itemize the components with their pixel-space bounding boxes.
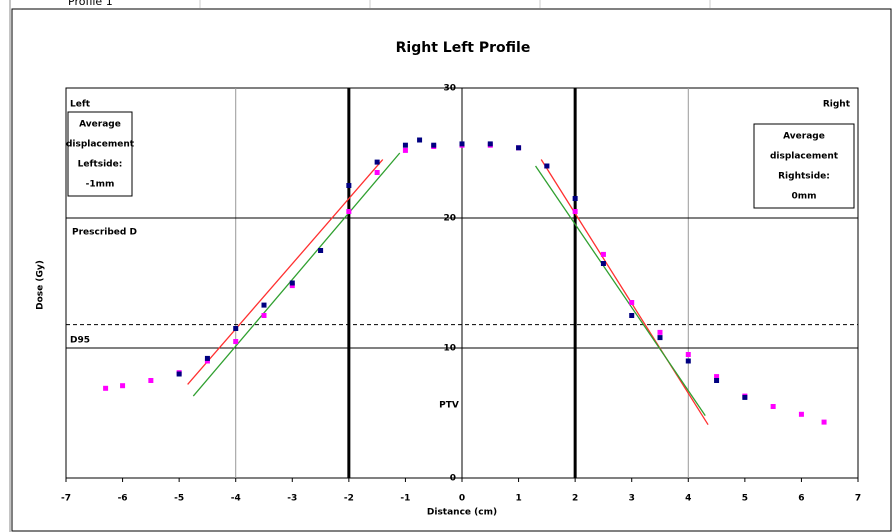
annotation-box [67, 111, 133, 197]
x-tick-label: -1 [400, 494, 410, 504]
y-axis-label: Dose (Gy) [36, 260, 46, 310]
data-point [261, 302, 267, 308]
data-point [572, 209, 578, 214]
data-point [714, 374, 720, 380]
data-point [544, 163, 550, 169]
x-tick-label: -6 [118, 494, 128, 504]
x-tick-label: 2 [572, 494, 578, 504]
y-tick-label: 0 [450, 474, 456, 484]
x-tick-label: 5 [742, 494, 748, 504]
fit-line [187, 159, 384, 385]
fit-line [535, 165, 706, 416]
data-point [417, 137, 423, 143]
x-tick-label: 3 [629, 494, 635, 504]
x-axis-label: Distance (cm) [427, 508, 497, 518]
data-point [657, 329, 663, 335]
data-point [714, 378, 720, 383]
data-point [346, 209, 352, 214]
data-point [374, 170, 380, 175]
annotation: Average [783, 132, 825, 142]
annotation: PTV [439, 401, 459, 411]
annotation: Prescribed D [72, 228, 137, 238]
data-point [402, 147, 408, 153]
x-tick-label: 0 [459, 494, 465, 504]
data-point [261, 313, 267, 318]
data-point [600, 261, 606, 266]
annotation: 0mm [791, 192, 816, 202]
x-tick-label: -5 [174, 494, 184, 504]
data-point [685, 358, 691, 364]
data-point [233, 339, 239, 344]
x-tick-label: 4 [685, 494, 691, 504]
x-tick-label: -7 [61, 494, 71, 504]
y-tick-label: 10 [443, 344, 456, 354]
annotation: D95 [70, 336, 90, 346]
data-point [685, 352, 691, 357]
data-point [770, 404, 776, 409]
annotation-box [753, 123, 855, 209]
data-point [798, 411, 804, 417]
fit-line [540, 159, 709, 426]
data-point [572, 196, 578, 201]
data-point [431, 142, 437, 148]
data-point [600, 251, 606, 257]
x-tick-label: -3 [287, 494, 297, 504]
sheet-label: Profile 1 [68, 0, 113, 8]
y-tick-label: 20 [443, 214, 456, 224]
x-tick-label: 7 [855, 494, 861, 504]
annotation: Right [823, 100, 851, 110]
annotation: Average [79, 120, 121, 130]
data-point [120, 383, 126, 389]
data-point [657, 335, 663, 341]
data-point [402, 142, 408, 148]
annotation: Rightside: [778, 172, 830, 182]
annotation: -1mm [86, 180, 115, 190]
chart-title: Right Left Profile [396, 40, 531, 56]
data-point [821, 419, 827, 425]
data-point [629, 313, 635, 318]
data-point [289, 280, 295, 286]
data-point [148, 378, 154, 383]
data-point [289, 283, 295, 289]
data-point [233, 326, 239, 331]
data-point [487, 141, 493, 147]
data-point [459, 141, 465, 147]
x-tick-label: -4 [231, 494, 241, 504]
x-tick-label: 6 [798, 494, 804, 504]
data-point [176, 371, 182, 377]
data-point [103, 385, 109, 391]
data-point [516, 145, 522, 151]
chart-frame [11, 8, 892, 532]
annotation: Leftside: [78, 160, 123, 170]
y-tick-label: 30 [443, 84, 456, 94]
fit-line [192, 152, 401, 397]
data-point [204, 358, 210, 364]
x-tick-label: -2 [344, 494, 354, 504]
x-tick-label: 1 [515, 494, 521, 504]
data-point [318, 248, 324, 253]
data-point [374, 159, 380, 165]
data-point [629, 300, 635, 305]
data-point [204, 355, 210, 361]
annotation: displacement [770, 152, 839, 162]
annotation: displacement [66, 140, 135, 150]
data-point [742, 394, 748, 400]
data-point [346, 183, 352, 188]
annotation: Left [70, 100, 91, 110]
